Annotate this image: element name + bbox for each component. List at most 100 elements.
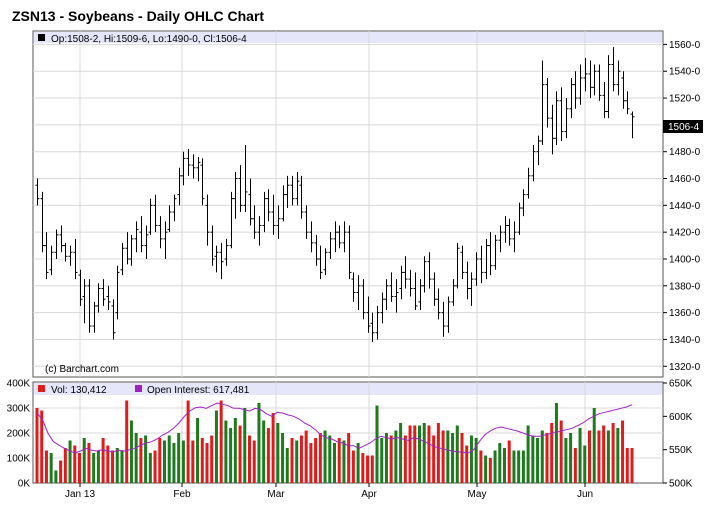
volume-bar (375, 405, 379, 483)
x-tick-label: Apr (361, 489, 377, 500)
ohlc-bar (422, 256, 427, 293)
ohlc-bar (611, 47, 616, 92)
volume-bar (427, 425, 431, 483)
x-tick-label: Feb (173, 489, 191, 500)
ohlc-bar (219, 242, 224, 280)
volume-bar (92, 453, 96, 483)
ohlc-bar (82, 279, 87, 324)
volume-bar (73, 445, 77, 483)
volume-bar (469, 435, 473, 483)
ohlc-bar (479, 245, 484, 284)
volume-bar (602, 425, 606, 483)
volume-bar (224, 420, 228, 483)
volume-bar (347, 433, 351, 483)
ohlc-bar (243, 144, 248, 213)
ohlc-bar (446, 296, 451, 333)
ohlc-bar (370, 312, 375, 343)
volume-bar (257, 403, 261, 483)
volume-bar (78, 453, 81, 483)
oi-legend-marker (135, 385, 142, 392)
ohlc-bar (394, 279, 399, 313)
volume-bar (588, 430, 591, 483)
ohlc-bar (295, 171, 300, 206)
volume-tick-label: 200K (7, 429, 31, 440)
ohlc-bar (328, 232, 333, 259)
volume-bar (115, 448, 119, 483)
open-interest-line (36, 402, 633, 454)
ohlc-bar (233, 171, 238, 219)
ohlc-bar (78, 269, 83, 306)
ohlc-bar (427, 252, 432, 289)
ohlc-bar (68, 245, 73, 266)
ohlc-bar (493, 234, 498, 270)
ohlc-bar (266, 189, 271, 222)
ohlc-bar (262, 191, 267, 233)
ohlc-bar (196, 157, 201, 182)
volume-bar (484, 455, 488, 483)
ohlc-bar (474, 252, 479, 286)
ohlc-bar (167, 205, 172, 233)
ohlc-bar (214, 245, 219, 273)
volume-bar (248, 435, 251, 483)
ohlc-bar (389, 272, 394, 302)
volume-bar (196, 418, 200, 483)
ohlc-bar (125, 232, 130, 265)
ohlc-bar (559, 87, 564, 141)
ohlc-bar (299, 175, 304, 219)
ohlc-bar (309, 221, 314, 253)
price-tick-label: 1440-0 (669, 201, 701, 212)
volume-bar (446, 430, 450, 483)
ohlc-bar (139, 216, 144, 253)
volume-tick-label: 100K (7, 454, 31, 465)
volume-bar (163, 440, 166, 483)
volume-bar (545, 433, 549, 483)
volume-bar (214, 410, 218, 483)
ohlc-bar (186, 149, 191, 176)
volume-tick-label: 0K (18, 479, 31, 490)
volume-bar (432, 435, 436, 483)
volume-bar (328, 435, 332, 483)
ohlc-bar (96, 283, 101, 313)
volume-bar (181, 440, 185, 483)
volume-bar (252, 440, 256, 483)
volume-bar (167, 435, 171, 483)
volume-legend-marker (38, 385, 45, 392)
ohlc-bar (191, 154, 196, 179)
ohlc-bar (224, 238, 229, 266)
ohlc-bar (129, 234, 134, 266)
ohlc-bar (361, 279, 366, 320)
volume-bar (120, 450, 124, 483)
ohlc-bar (120, 242, 125, 276)
price-tick-label: 1480-0 (669, 147, 701, 158)
oi-tick-label: 500K (669, 479, 693, 490)
ohlc-bar (144, 225, 149, 259)
volume-bar (394, 430, 398, 483)
ohlc-bar (40, 191, 45, 253)
volume-bar (134, 433, 138, 483)
volume-bar (243, 408, 247, 483)
x-tick-label: Jan 13 (65, 489, 95, 500)
ohlc-bar (35, 178, 40, 206)
volume-bar (517, 450, 521, 483)
ohlc-bar (441, 301, 446, 337)
volume-bar (361, 453, 365, 483)
ohlc-bar (290, 175, 295, 206)
volume-bar (531, 435, 535, 483)
ohlc-bar (625, 91, 630, 115)
ohlc-bar (115, 265, 120, 320)
ohlc-bar (418, 279, 423, 310)
oi-tick-label: 550K (669, 445, 693, 456)
ohlc-bar (304, 205, 309, 239)
volume-bar (573, 448, 577, 483)
ohlc-bar (592, 64, 597, 96)
price-tick-label: 1540-0 (669, 67, 701, 78)
ohlc-bar (621, 71, 626, 109)
volume-bar (177, 433, 181, 483)
volume-bar (129, 420, 133, 483)
volume-bar (68, 440, 72, 483)
volume-bar (153, 450, 157, 483)
ohlc-bar (403, 256, 408, 289)
price-header-band (34, 32, 662, 43)
price-tick-label: 1360-0 (669, 308, 701, 319)
